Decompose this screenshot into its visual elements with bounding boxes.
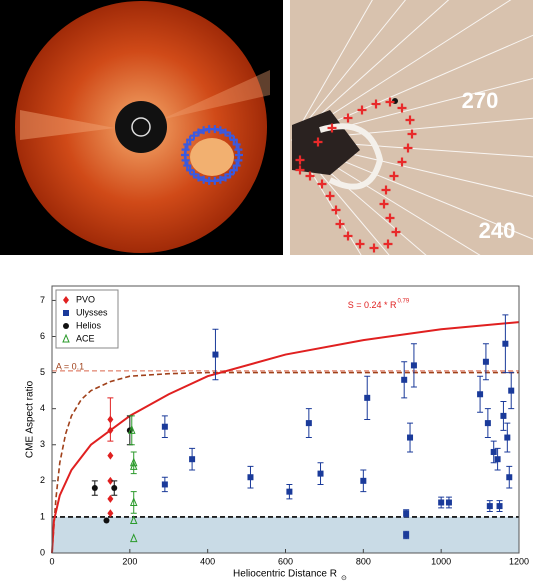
point — [401, 377, 407, 383]
x-tick-label: 1200 — [509, 556, 529, 566]
point — [500, 413, 506, 419]
x-tick-label: 200 — [122, 556, 137, 566]
x-axis-label-sub: ⊙ — [341, 575, 347, 581]
point — [306, 420, 312, 426]
legend-label: ACE — [76, 333, 95, 343]
x-tick-label: 800 — [356, 556, 371, 566]
plot-background — [52, 286, 519, 553]
y-tick-label: 7 — [40, 295, 45, 305]
panel-label: 240 — [479, 218, 516, 243]
point — [491, 449, 497, 455]
point — [318, 471, 324, 477]
y-tick-label: 2 — [40, 475, 45, 485]
y-axis-label: CME Aspect ratio — [25, 380, 36, 458]
annotation: A = 0.1 — [56, 362, 84, 372]
y-tick-label: 3 — [40, 439, 45, 449]
point — [92, 485, 98, 491]
y-tick-label: 6 — [40, 331, 45, 341]
point — [508, 388, 514, 394]
point — [189, 456, 195, 462]
figure: 270 240 0 200 400 600 800 1000 1200 0 1 2 3 4 5 6 7 Hel… — [0, 0, 533, 581]
point — [162, 481, 168, 487]
annotation-sup: 0.79 — [398, 298, 410, 304]
chart: 0 200 400 600 800 1000 1200 0 1 2 3 4 5 6 7 Heliocentri… — [25, 286, 529, 581]
point — [477, 391, 483, 397]
point — [411, 362, 417, 368]
point — [504, 435, 510, 441]
point — [497, 503, 503, 509]
y-tick-label: 0 — [40, 547, 45, 557]
panel-label: 270 — [462, 88, 499, 113]
point — [63, 323, 69, 329]
x-axis-label: Heliocentric Distance R — [233, 569, 337, 580]
point — [483, 359, 489, 365]
x-tick-label: 600 — [278, 556, 293, 566]
point — [495, 456, 501, 462]
point — [212, 352, 218, 358]
point — [103, 518, 109, 524]
x-tick-label: 400 — [200, 556, 215, 566]
y-tick-label: 5 — [40, 367, 45, 377]
point — [360, 478, 366, 484]
point — [407, 435, 413, 441]
y-tick-label: 4 — [40, 403, 45, 413]
point — [286, 489, 292, 495]
point — [162, 424, 168, 430]
legend-label: Ulysses — [76, 307, 108, 317]
legend-label: Helios — [76, 320, 102, 330]
point — [403, 532, 409, 538]
legend-label: PVO — [76, 294, 95, 304]
x-tick-label: 0 — [49, 556, 54, 566]
point — [247, 474, 253, 480]
shaded-band — [52, 517, 519, 553]
point — [485, 420, 491, 426]
point — [438, 499, 444, 505]
left-panel — [0, 0, 283, 255]
x-tick-label: 1000 — [431, 556, 451, 566]
legend: PVO Ulysses Helios ACE — [56, 290, 118, 348]
point — [403, 510, 409, 516]
point — [111, 485, 117, 491]
point — [63, 310, 69, 316]
point — [487, 503, 493, 509]
annotation: S = 0.24 * R — [348, 300, 397, 310]
point — [446, 499, 452, 505]
point — [502, 341, 508, 347]
y-tick-label: 1 — [40, 511, 45, 521]
point — [364, 395, 370, 401]
point — [506, 474, 512, 480]
